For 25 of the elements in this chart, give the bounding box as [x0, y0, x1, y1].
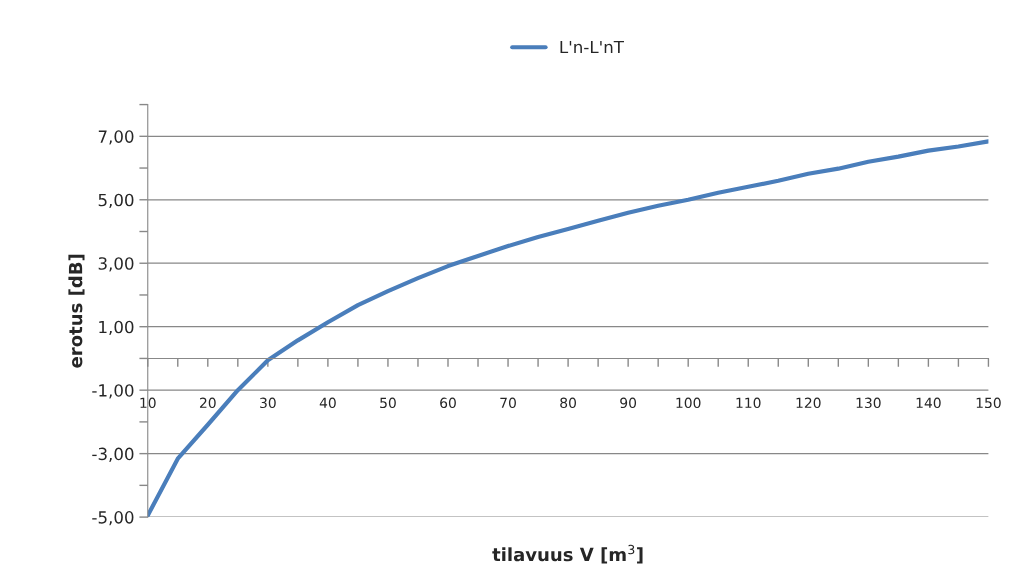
y-axis-title: erotus [dB] — [68, 254, 85, 368]
x-tick-label: 130 — [856, 397, 881, 409]
x-tick-label: 30 — [260, 397, 276, 409]
y-tick-label: 3,00 — [98, 257, 134, 272]
x-tick-label: 150 — [976, 397, 1001, 409]
x-tick-label: 20 — [199, 397, 216, 409]
x-axis-title: tilavuus V [m$^{3}$] — [492, 544, 643, 564]
x-tick-label: 50 — [380, 397, 396, 409]
x-tick-label: 10 — [140, 397, 156, 409]
x-tick-label: 60 — [440, 397, 456, 409]
x-tick-label: 80 — [560, 397, 577, 409]
x-tick-label: 140 — [916, 397, 941, 409]
y-tick-label: 7,00 — [98, 130, 134, 145]
x-tick-label: 100 — [676, 397, 701, 409]
x-tick-label: 40 — [319, 397, 336, 409]
y-tick-label: 5,00 — [98, 193, 134, 209]
x-tick-label: 70 — [500, 397, 516, 409]
x-tick-label: 90 — [620, 397, 637, 409]
x-tick-label: 120 — [796, 397, 821, 409]
y-tick-label: -5,00 — [92, 511, 134, 526]
y-tick-label: -3,00 — [92, 447, 134, 462]
x-tick-label: 110 — [736, 397, 761, 409]
y-tick-label: 1,00 — [99, 320, 134, 335]
legend-label: L'n-L'nT — [560, 40, 624, 54]
y-tick-label: -1,00 — [92, 384, 134, 399]
